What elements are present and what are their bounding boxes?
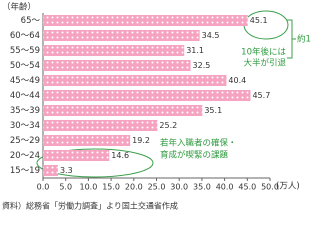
annotation: 育成が喫緊の課題 (160, 150, 229, 161)
bracket (287, 19, 296, 59)
bar (43, 90, 251, 101)
value-label: 14.6 (111, 151, 129, 160)
bar (43, 45, 185, 56)
annotation: 若年入職者の確保・ (160, 138, 237, 149)
y-tick-label: 50～54 (10, 61, 40, 71)
bar (43, 105, 203, 116)
bar (43, 135, 131, 146)
x-tick-label: 10.0 (79, 183, 97, 192)
chart: （年齢） (万人) 資料）総務省「労働力調査」より国土交通省作成 10年後には … (2, 2, 311, 211)
bar (43, 30, 200, 41)
y-tick-label: 15～19 (10, 166, 40, 176)
y-tick-label: 35～39 (10, 106, 40, 116)
value-label: 3.3 (60, 166, 73, 175)
y-tick-label: 60～64 (10, 31, 40, 41)
value-label: 34.5 (202, 31, 220, 40)
x-tick-label: 40.0 (216, 183, 234, 192)
x-tick-label: 15.0 (102, 183, 120, 192)
value-label: 45.7 (252, 91, 270, 100)
x-tick-label: 25.0 (148, 183, 166, 192)
bar (43, 120, 158, 131)
bar (43, 150, 110, 161)
x-tick-label: 45.0 (238, 183, 256, 192)
y-tick-label: 25～29 (10, 136, 40, 146)
y-tick-label: 30～34 (10, 121, 40, 131)
value-label: 31.1 (186, 46, 204, 55)
value-label: 45.1 (250, 16, 268, 25)
y-tick-label: 40～44 (10, 91, 40, 101)
source: 資料）総務省「労働力調査」より国土交通省作成 (2, 201, 178, 211)
y-tick-label: 20～24 (10, 151, 40, 161)
x-tick-label: 0.0 (37, 183, 50, 192)
y-tick-label: 65～ (21, 16, 41, 26)
value-label: 25.2 (159, 121, 177, 130)
bar (43, 15, 248, 26)
y-axis-label: （年齢） (2, 2, 36, 13)
x-unit: (万人) (276, 182, 300, 192)
x-tick-label: 20.0 (125, 183, 143, 192)
y-tick-label: 55～59 (10, 46, 40, 56)
x-tick-label: 35.0 (193, 183, 211, 192)
bar (43, 60, 191, 71)
y-tick-label: 45～49 (10, 76, 40, 86)
annotation: 10年後には (241, 47, 286, 58)
bar (43, 165, 58, 176)
bar (43, 75, 227, 86)
x-tick-label: 50.0 (261, 183, 279, 192)
x-tick-label: 30.0 (170, 183, 188, 192)
value-label: 40.4 (228, 76, 246, 85)
annotation: 約1/3 (297, 34, 311, 45)
value-label: 19.2 (132, 136, 150, 145)
annotation: 大半が引退 (243, 58, 286, 69)
value-label: 35.1 (204, 106, 222, 115)
highlight-ellipse (36, 148, 154, 178)
value-label: 32.5 (193, 61, 211, 70)
x-tick-label: 5.0 (59, 183, 72, 192)
